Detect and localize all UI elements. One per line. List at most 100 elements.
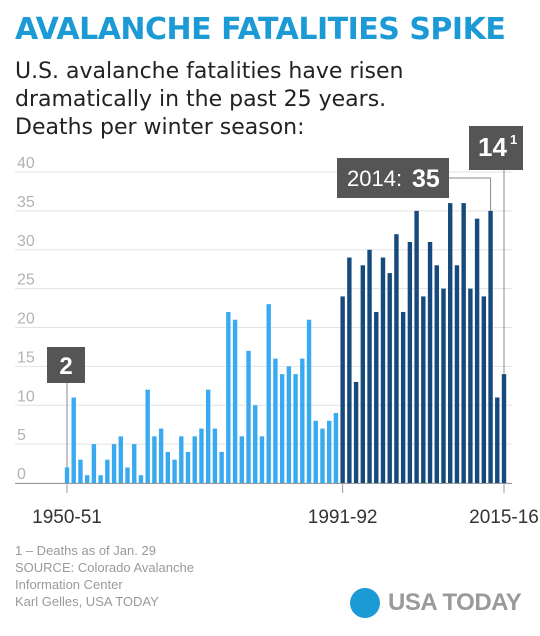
bar [84, 475, 90, 483]
bar [360, 265, 366, 483]
credit-text: Karl Gelles, USA TODAY [15, 594, 159, 609]
bar [454, 265, 460, 483]
callout-box [469, 126, 523, 170]
bar [340, 296, 345, 483]
subtitle-line: dramatically in the past 25 years. [15, 87, 387, 112]
callout-value: 2 [59, 353, 72, 380]
bar [64, 467, 70, 483]
bar [434, 265, 439, 483]
bar [165, 451, 171, 483]
bar [374, 311, 379, 483]
bar [226, 311, 231, 483]
callout-leader [449, 177, 492, 211]
bar [91, 444, 97, 483]
callout-box [337, 158, 449, 198]
bar [111, 444, 117, 483]
bar [145, 389, 150, 483]
bar [125, 467, 130, 483]
bar [286, 366, 292, 483]
bar [367, 249, 372, 483]
bar [481, 296, 487, 483]
bar [199, 428, 204, 483]
bar [293, 374, 298, 483]
bar [232, 319, 238, 483]
bar [105, 459, 110, 483]
subtitle-line: U.S. avalanche fatalities have risen [15, 59, 404, 84]
y-tick-label: 0 [17, 466, 26, 483]
y-tick-label: 35 [17, 194, 35, 211]
bar [158, 428, 164, 483]
bar [132, 444, 137, 483]
x-tick-label: 2015-16 [469, 507, 539, 528]
x-tick-label: 1991-92 [308, 507, 378, 528]
bar [421, 296, 426, 483]
bar [98, 475, 103, 483]
callout-box [47, 347, 85, 383]
footnotes: 1 – Deaths as of Jan. 29 SOURCE: Colorad… [15, 542, 194, 610]
bar [273, 358, 278, 483]
usa-today-logo: USA TODAY [350, 588, 522, 618]
bar [239, 436, 244, 483]
bar [353, 381, 359, 483]
source-line: Information Center [15, 577, 123, 592]
callout-superscript: 1 [510, 132, 517, 147]
bar [313, 420, 318, 483]
bar [394, 234, 399, 483]
bar [212, 428, 218, 483]
callout-label: 2014: [347, 166, 402, 191]
bar [474, 218, 480, 483]
bar [78, 459, 83, 483]
y-tick-label: 40 [17, 155, 35, 172]
x-tick-label: 1950-51 [32, 507, 102, 528]
bar [448, 203, 453, 483]
bar [501, 374, 507, 483]
bar [71, 397, 76, 483]
chart-subtitle: U.S. avalanche fatalities have risen dra… [15, 58, 435, 142]
bar [279, 374, 285, 483]
source-line: SOURCE: Colorado Avalanche [15, 560, 194, 575]
bar [414, 210, 419, 483]
bar [266, 304, 271, 483]
footnote-text: 1 – Deaths as of Jan. 29 [15, 543, 156, 558]
bar [205, 389, 211, 483]
bar [172, 459, 177, 483]
y-tick-label: 30 [17, 233, 35, 250]
bar-chart: 0 5 10 15 20 25 30 35 40 1950-51 1991-92 2015-16 2 20… [15, 126, 539, 528]
bar [495, 397, 500, 483]
bar [327, 420, 332, 483]
bar [320, 428, 325, 483]
bar [488, 210, 493, 483]
bar [468, 288, 473, 483]
bar [400, 311, 406, 483]
subtitle-line: Deaths per winter season: [15, 115, 305, 140]
y-tick-label: 10 [17, 388, 35, 405]
logo-text: USA TODAY [388, 589, 522, 616]
bar [246, 350, 251, 483]
bar [441, 288, 446, 483]
y-tick-label: 25 [17, 272, 35, 289]
bar [427, 241, 433, 483]
bar [138, 475, 144, 483]
bar [333, 413, 339, 483]
bar [152, 436, 157, 483]
callout-value: 14 [478, 132, 507, 162]
logo-dot-icon [350, 588, 380, 618]
bar [380, 257, 386, 483]
bar [192, 436, 197, 483]
y-tick-label: 20 [17, 311, 35, 328]
bar [179, 436, 184, 483]
bar [461, 203, 466, 483]
bar [219, 451, 224, 483]
bar [185, 451, 191, 483]
bar [387, 273, 392, 483]
y-tick-label: 5 [17, 427, 26, 444]
bar [118, 436, 123, 483]
bar [300, 358, 305, 483]
bar [253, 405, 258, 483]
y-tick-label: 15 [17, 349, 35, 366]
bar [259, 436, 265, 483]
bar [347, 257, 352, 483]
bar [407, 241, 413, 483]
chart-title: AVALANCHE FATALITIES SPIKE [15, 12, 506, 47]
bar [306, 319, 312, 483]
